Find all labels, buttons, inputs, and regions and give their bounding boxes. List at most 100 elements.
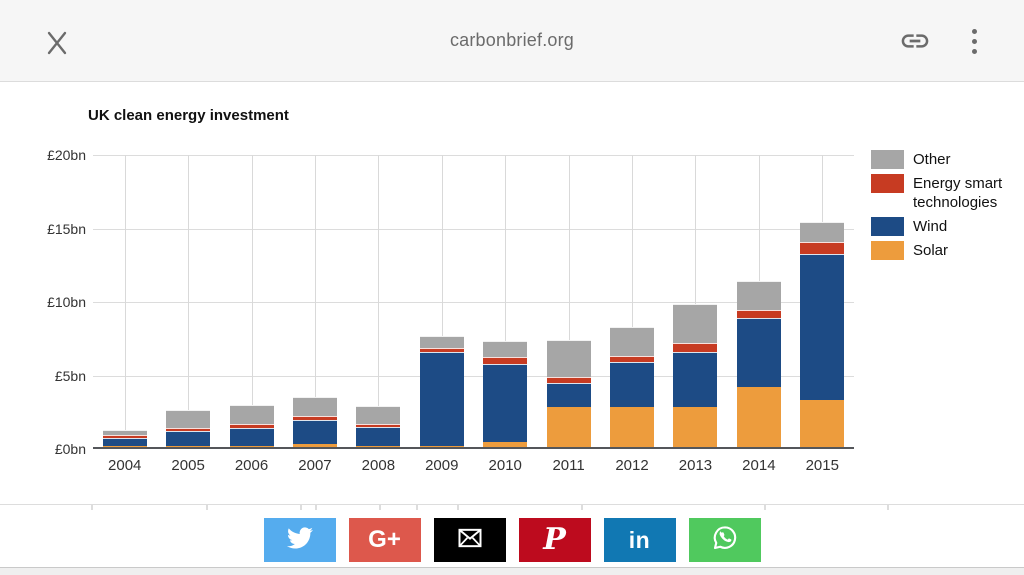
chart-column xyxy=(600,155,663,447)
overflow-menu-icon[interactable] xyxy=(965,24,983,58)
chart-column xyxy=(93,155,156,447)
bar-segment-wind xyxy=(292,420,337,444)
bar-segment-solar xyxy=(736,387,781,447)
stacked-bar-2004 xyxy=(102,430,147,447)
x-tick-label: 2010 xyxy=(488,457,522,474)
stacked-bar-2007 xyxy=(292,397,337,447)
page-title: carbonbrief.org xyxy=(449,30,575,50)
link-icon[interactable] xyxy=(898,25,932,57)
bar-segment-solar xyxy=(102,446,147,447)
email-icon xyxy=(454,524,486,557)
bar-segment-wind xyxy=(673,352,718,407)
stacked-bar-2005 xyxy=(166,410,211,447)
twitter-icon xyxy=(285,525,315,556)
legend-swatch xyxy=(871,150,904,169)
chart-column xyxy=(664,155,727,447)
chart-column xyxy=(474,155,537,447)
share-whatsapp-button[interactable] xyxy=(688,518,761,562)
bar-segment-solar xyxy=(546,407,591,447)
bar-segment-other xyxy=(229,405,274,424)
bar-segment-solar xyxy=(673,407,718,447)
legend-label: Solar xyxy=(913,242,949,259)
legend-label: Other xyxy=(913,151,951,168)
share-twitter-button[interactable] xyxy=(263,518,336,562)
bar-segment-other xyxy=(673,304,718,343)
chart-column xyxy=(220,155,283,447)
x-tick-label: 2005 xyxy=(171,457,205,474)
bar-segment-solar xyxy=(166,446,211,447)
chart-column xyxy=(156,155,219,447)
chart-column xyxy=(283,155,346,447)
stacked-bar-2012 xyxy=(610,327,655,447)
y-tick-label: £0bn xyxy=(54,441,86,457)
x-tick-label: 2014 xyxy=(742,457,776,474)
gridline-x xyxy=(568,155,570,447)
x-tick-label: 2006 xyxy=(234,457,269,474)
bar-segment-other xyxy=(419,336,464,348)
share-pinterest-button[interactable]: P xyxy=(518,518,591,562)
legend-swatch xyxy=(871,174,904,193)
bar-segment-other xyxy=(356,406,401,424)
bar-segment-energy-smart-technologies xyxy=(102,435,147,438)
gridline-x xyxy=(188,155,190,447)
bar-segment-other xyxy=(610,327,655,356)
gridline-x xyxy=(695,155,697,447)
bar-segment-solar xyxy=(229,446,274,447)
stacked-bar-2013 xyxy=(673,304,718,447)
x-tick-label: 2015 xyxy=(805,457,839,474)
bar-segment-wind xyxy=(419,352,464,446)
bar-segment-other xyxy=(292,397,337,416)
stacked-bar-2008 xyxy=(356,406,401,447)
bar-segment-energy-smart-technologies xyxy=(800,242,845,254)
y-tick-label: £15bn xyxy=(47,220,86,237)
x-tick-label: 2008 xyxy=(361,457,396,474)
gridline-y xyxy=(93,155,854,156)
whatsapp-icon xyxy=(710,523,740,558)
gridline-y xyxy=(93,375,854,377)
share-googleplus-button[interactable]: G+ xyxy=(348,518,421,562)
legend-item: Wind xyxy=(871,217,1021,236)
stacked-bar-2009 xyxy=(419,336,464,447)
bar-segment-wind xyxy=(102,438,147,446)
close-icon[interactable] xyxy=(42,28,72,58)
x-tick-label: 2012 xyxy=(615,457,649,474)
bar-segment-energy-smart-technologies xyxy=(229,424,274,428)
bar-segment-solar xyxy=(800,400,845,447)
gridline-x xyxy=(632,155,634,447)
y-tick-label: £20bn xyxy=(47,147,86,163)
bar-segment-wind xyxy=(546,383,591,407)
stacked-bar-2014 xyxy=(736,281,781,447)
stacked-bar-2015 xyxy=(800,222,845,447)
bar-segment-energy-smart-technologies xyxy=(419,348,464,352)
share-email-button[interactable] xyxy=(433,518,506,562)
stacked-bar-2011 xyxy=(546,340,591,447)
legend-item: Solar xyxy=(871,241,1021,260)
y-tick-label: £5bn xyxy=(54,367,86,384)
bar-segment-energy-smart-technologies xyxy=(610,356,655,362)
google-plus-icon: G+ xyxy=(368,526,401,553)
bar-segment-energy-smart-technologies xyxy=(546,377,591,383)
bar-segment-wind xyxy=(229,428,274,446)
bar-segment-energy-smart-technologies xyxy=(166,428,211,431)
x-tick-label: 2007 xyxy=(298,457,332,474)
bar-segment-other xyxy=(736,281,781,310)
plot-area xyxy=(93,155,854,449)
chart-legend: Other Energy smart technologies Wind Solar xyxy=(871,150,1021,265)
x-tick-label: 2013 xyxy=(678,457,713,474)
bar-segment-solar xyxy=(356,446,401,447)
browser-header: carbonbrief.org xyxy=(0,0,1024,82)
gridline-x xyxy=(314,155,316,447)
share-linkedin-button[interactable]: in xyxy=(603,518,676,562)
bar-segment-other xyxy=(102,430,147,435)
bar-segment-other xyxy=(800,222,845,242)
bar-segment-other xyxy=(546,340,591,377)
bar-segment-solar xyxy=(419,446,464,447)
linkedin-icon: in xyxy=(628,526,651,553)
bar-segment-wind xyxy=(736,318,781,387)
bar-segment-wind xyxy=(610,362,655,407)
chart-column xyxy=(537,155,600,447)
gridline-x xyxy=(505,155,507,447)
gridline-x xyxy=(378,155,380,447)
bar-segment-solar xyxy=(292,444,337,447)
share-bar: G+ P in xyxy=(0,518,1024,562)
